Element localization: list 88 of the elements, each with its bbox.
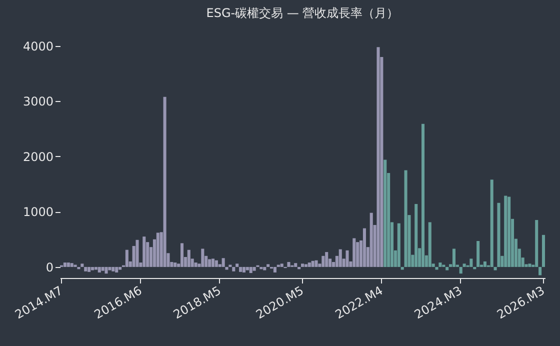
bar [214,260,218,267]
bar [504,196,508,267]
bar [112,266,115,272]
bar [201,248,204,267]
bar [535,220,538,267]
bar [322,256,325,267]
bar [421,124,425,267]
bar [459,266,462,274]
y-tick-label: 0 [46,260,54,274]
bar [356,242,360,267]
bar [236,264,239,267]
bar [287,262,290,267]
bar [384,160,387,267]
bar [90,266,94,270]
bar [211,258,215,267]
bar [428,222,432,267]
bar [446,266,449,270]
bar [94,266,98,270]
bar [376,47,380,267]
y-tick-label: 4000 [22,40,54,54]
bar [280,264,284,267]
bar [125,250,128,267]
bar [249,266,252,274]
bar [80,264,84,267]
bar [538,266,542,276]
bar [476,240,480,267]
bar [266,264,270,267]
bar [242,266,246,272]
y-tick-label: 3000 [22,94,54,109]
bar [70,263,74,267]
bar [452,248,456,267]
bar [414,204,418,267]
bar [263,266,266,270]
bar [438,262,442,267]
bar [400,266,404,270]
bar [239,266,242,272]
chart-title: ESG-碳權交易 — 營收成長率（月） [206,6,399,20]
bar [136,240,139,267]
bar [370,212,373,267]
y-tick-label: 2000 [22,150,54,164]
bar [180,243,184,267]
bar [104,266,108,274]
bar [84,266,88,272]
bar [490,180,494,267]
bar [222,258,225,267]
bar [194,262,198,267]
bar [88,266,91,272]
bar [314,260,318,267]
bar [346,250,349,267]
bar [246,266,249,270]
bar [311,260,314,267]
bar [273,266,276,272]
bar [308,262,311,267]
bar [66,262,70,267]
bar [294,263,298,267]
bar [470,258,473,267]
bar [174,262,177,267]
bar [108,266,112,270]
bar [494,266,497,270]
bar [118,266,122,270]
bar [462,264,466,267]
bar [325,252,328,267]
bar [163,96,166,267]
bar [542,234,545,267]
bar [101,266,104,271]
bar [508,196,511,267]
bar [225,266,228,270]
bar [497,202,500,267]
bar [142,236,146,267]
bar [435,266,438,270]
bar [252,266,256,271]
bar [362,228,366,267]
bar [397,223,400,267]
bar [98,266,101,272]
bar [352,238,356,267]
bar [232,266,236,272]
bar [300,264,304,267]
bar [304,264,308,267]
bar [187,250,190,267]
bar [115,266,118,272]
bar [63,262,66,267]
y-tick-label: 1000 [22,205,54,220]
bar [208,259,212,267]
bar [528,264,532,267]
bar [483,261,486,267]
bar [156,232,160,267]
bar [338,249,342,267]
bar [404,170,408,267]
